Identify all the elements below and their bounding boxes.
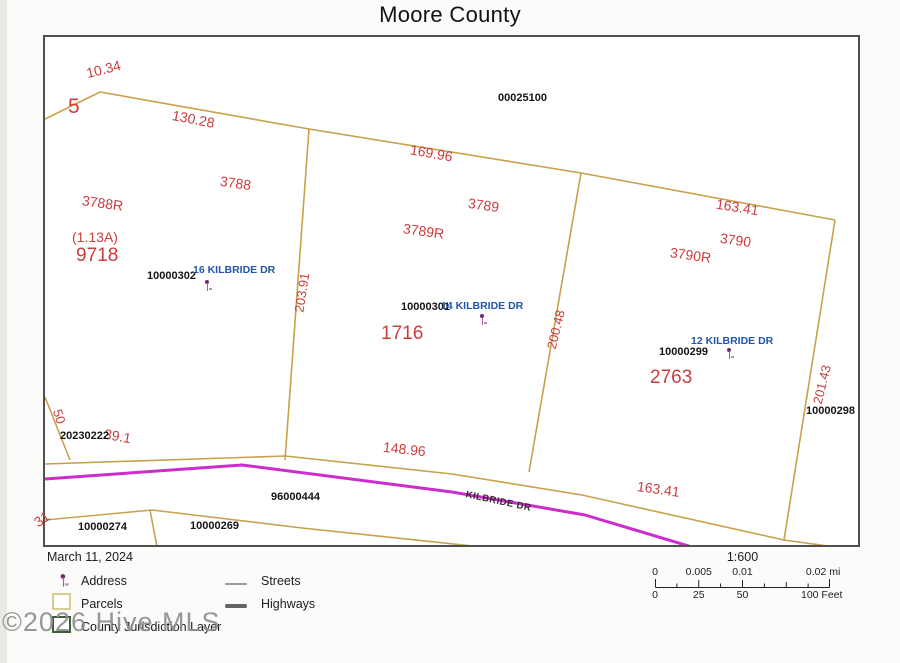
scale-mi-50: 0.01 xyxy=(732,566,753,578)
scale-feet-25: 25 xyxy=(692,589,705,601)
parcels-icon xyxy=(52,593,81,615)
scale-feet-50: 50 xyxy=(736,589,749,601)
scale-mi-25: 0.005 xyxy=(685,566,712,578)
legend-label-jurisdiction: County Jurisdiction Layer xyxy=(81,620,222,634)
jurisdiction-icon xyxy=(52,616,81,638)
watermark: ©2026 Hive MLS xyxy=(2,607,221,637)
parcel-line-road-bottom xyxy=(45,509,471,545)
scale-mi-0: 0 xyxy=(652,566,658,578)
scan-edge-band xyxy=(0,0,7,663)
legend-label-streets: Streets xyxy=(261,574,301,588)
legend-row-streets: Streets xyxy=(225,572,301,590)
parcel-line-left-divider xyxy=(284,128,310,461)
legend-label-parcels: Parcels xyxy=(81,597,123,611)
legend-row-jurisdiction: County Jurisdiction Layer xyxy=(52,616,222,638)
scale-mi-100: 0.02 mi xyxy=(805,566,841,578)
highway-line-kilbride xyxy=(45,463,691,545)
scale-feet-labels: 0 25 50 100 Feet xyxy=(652,589,842,601)
legend-label-highways: Highways xyxy=(261,597,316,611)
legend-row-address: Address xyxy=(55,572,127,590)
address-pin-icon xyxy=(55,574,81,588)
parcel-line-mid-divider xyxy=(528,172,582,473)
parcel-line-left-sliver xyxy=(45,396,71,461)
streets-icon xyxy=(225,572,261,590)
map-date: March 11, 2024 xyxy=(47,550,133,564)
page-title: Moore County xyxy=(379,2,521,27)
parcel-line-top xyxy=(45,91,836,221)
scale-mi-labels: 0 0.005 0.01 0.02 mi xyxy=(652,566,840,578)
legend-row-parcels: Parcels xyxy=(52,593,123,615)
legend-row-highways: Highways xyxy=(225,595,315,613)
scale-feet-0: 0 xyxy=(652,589,658,601)
parcel-line-right-divider xyxy=(783,219,836,541)
map-canvas xyxy=(43,35,860,547)
parcel-line-bottom-divider xyxy=(149,509,158,545)
legend-label-address: Address xyxy=(81,574,127,588)
scale-ticks xyxy=(655,579,830,588)
scale-feet-100: 100 Feet xyxy=(800,589,843,601)
parcel-line-road-top xyxy=(45,455,827,545)
scale-ratio: 1:600 xyxy=(726,550,759,564)
highways-icon xyxy=(225,595,261,613)
map-lines xyxy=(45,91,836,545)
